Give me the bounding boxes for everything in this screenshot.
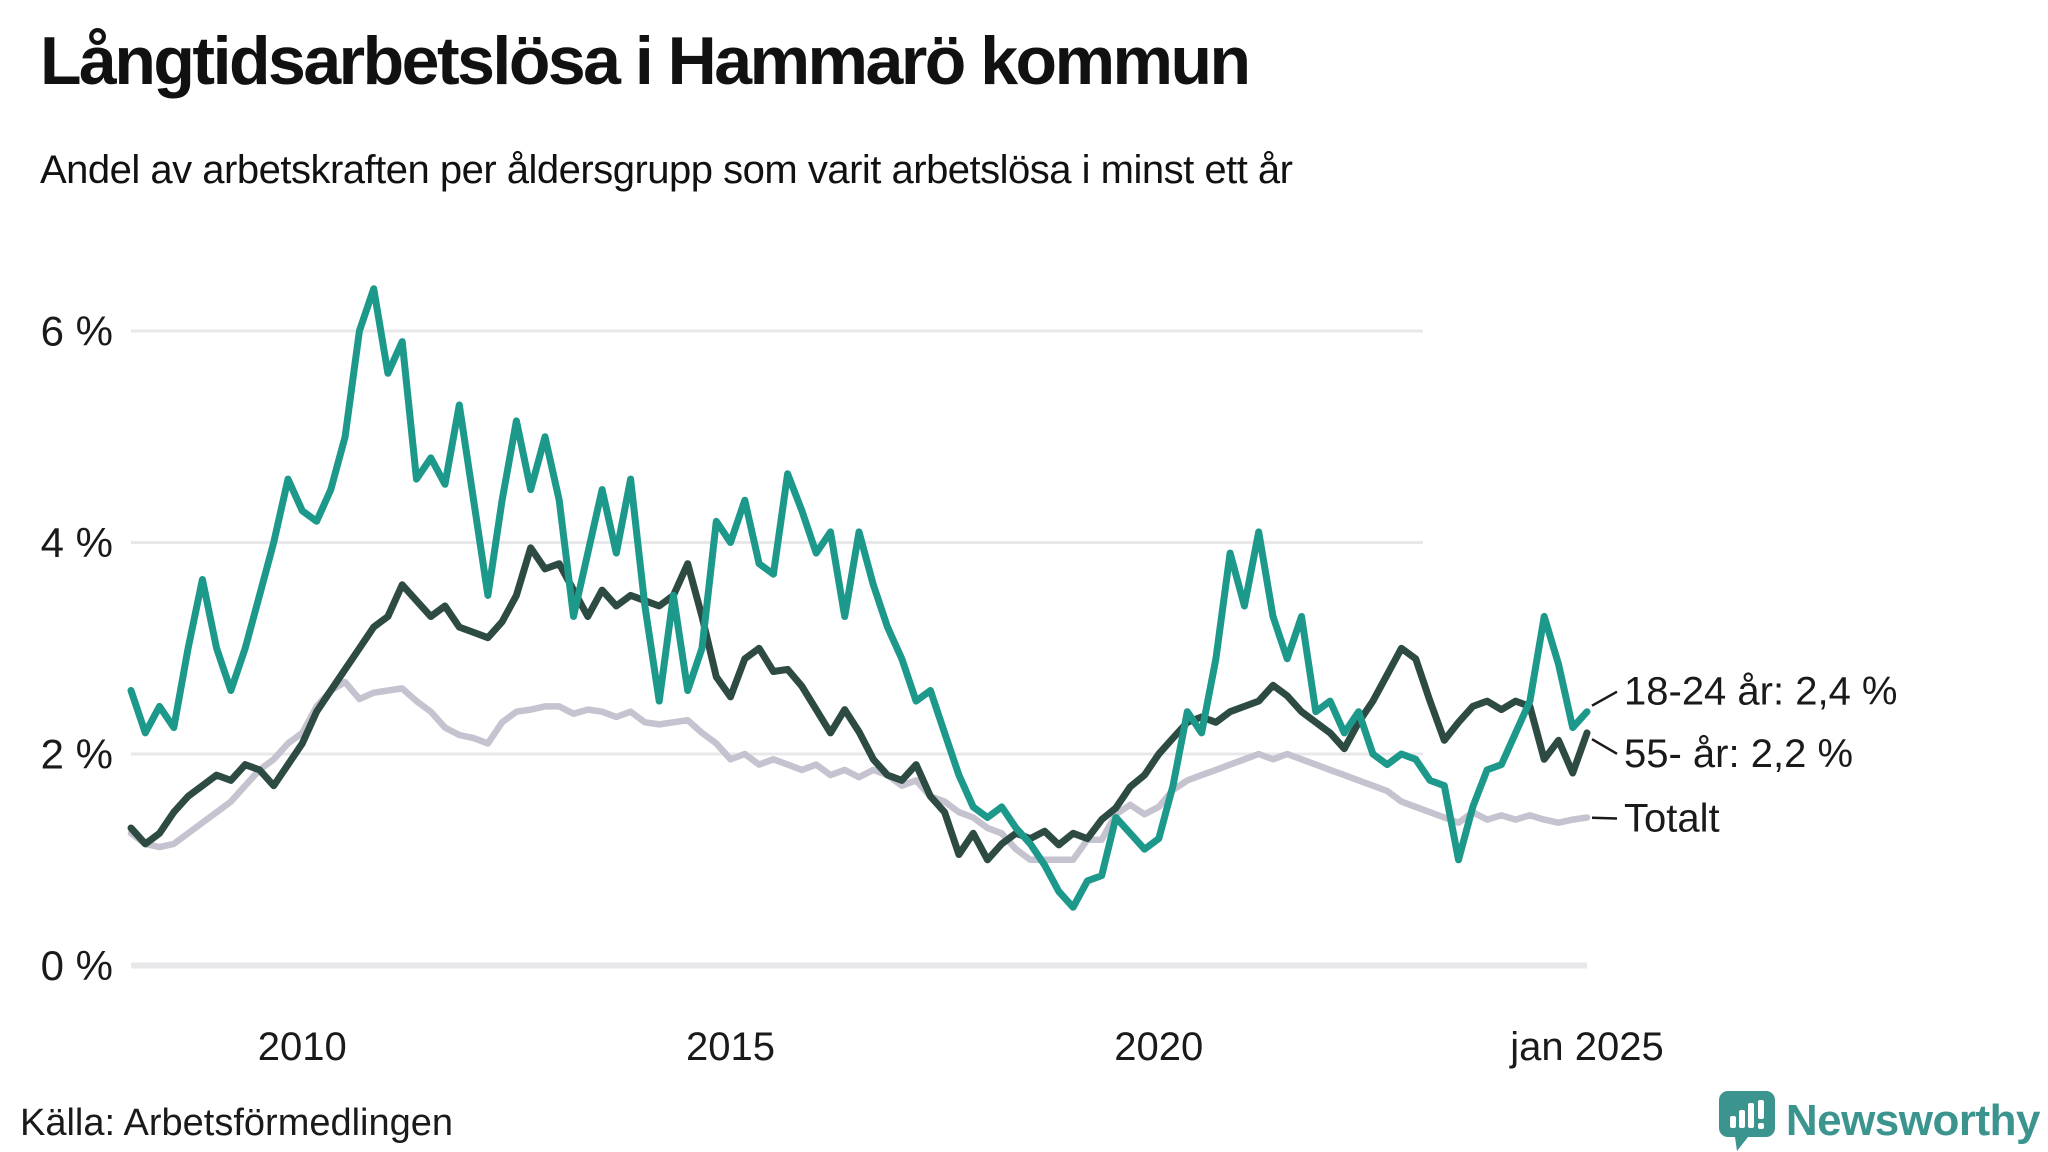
- end-label-connector: [1591, 816, 1618, 820]
- series-end-label-18-24-r: 18-24 år: 2,4 %: [1624, 670, 1898, 714]
- series-line-18-24-r: [127, 285, 1591, 911]
- source-note: Källa: Arbetsförmedlingen: [20, 1102, 454, 1144]
- page-title: Långtidsarbetslösa i Hammarö kommun: [40, 23, 1251, 99]
- y-tick-label: 0 %: [41, 942, 113, 989]
- x-tick-label: 2020: [1114, 1025, 1203, 1069]
- brand-name: Newsworthy: [1785, 1096, 2041, 1145]
- newsworthy-brand: Newsworthy: [1718, 1090, 2041, 1152]
- end-label-connector: [1591, 690, 1618, 707]
- series-end-label-55-r: 55- år: 2,2 %: [1624, 732, 1853, 776]
- page-subtitle: Andel av arbetskraften per åldersgrupp s…: [40, 148, 1293, 192]
- end-label-connector: [1591, 738, 1618, 755]
- x-tick-label: jan 2025: [1509, 1025, 1663, 1069]
- y-tick-label: 4 %: [41, 519, 113, 566]
- series-end-label-totalt: Totalt: [1624, 796, 1720, 840]
- speech-bubble-bar-chart-icon: [1718, 1091, 1775, 1151]
- series-line-55-r: [127, 544, 1591, 864]
- y-tick-label: 2 %: [41, 731, 113, 778]
- x-tick-label: 2010: [258, 1025, 347, 1069]
- series-line-totalt: [127, 678, 1591, 864]
- y-tick-label: 6 %: [41, 308, 113, 355]
- x-tick-label: 2015: [686, 1025, 775, 1069]
